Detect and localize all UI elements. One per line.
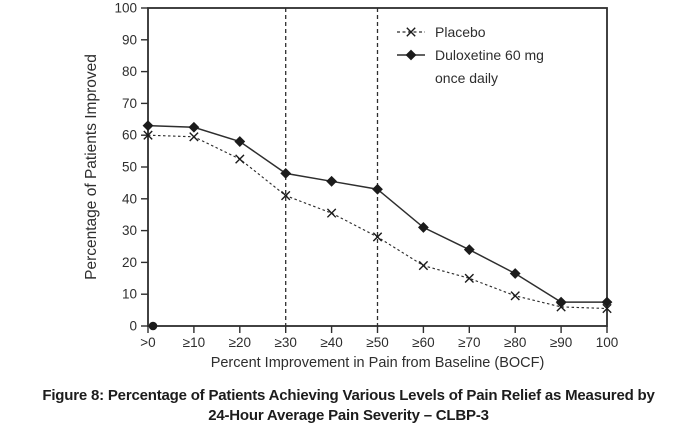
x-marker [281, 190, 291, 201]
pain-relief-line-chart: 0 10 20 30 40 50 60 70 80 90 100 >0 ≥10 ≥20 ≥30 ≥40 ≥50 ≥… [83, 1, 618, 372]
origin-marker [148, 321, 158, 331]
x-marker [143, 130, 153, 140]
x-tick-label: ≥20 [229, 335, 251, 350]
x-tick-label: ≥10 [183, 335, 205, 350]
x-tick-label: 100 [596, 335, 619, 350]
x-marker [372, 232, 383, 242]
x-marker [406, 27, 416, 37]
x-marker [189, 132, 199, 142]
diamond-marker [280, 167, 292, 179]
y-tick-label: 80 [122, 64, 137, 79]
y-axis-title: Percentage of Patients Improved [83, 54, 100, 280]
y-axis: 0 10 20 30 40 50 60 70 80 90 100 [114, 1, 148, 334]
y-tick-label: 50 [122, 160, 137, 175]
reference-lines [285, 8, 379, 326]
diamond-marker [326, 175, 337, 187]
x-marker [464, 273, 474, 283]
diamond-marker [509, 268, 521, 279]
y-tick-label: 40 [122, 191, 137, 206]
y-tick-label: 0 [129, 319, 137, 334]
x-tick-label: >0 [140, 335, 155, 350]
series-placebo [143, 130, 612, 314]
y-tick-label: 100 [114, 1, 137, 16]
diamond-marker [418, 222, 429, 233]
figure-caption-line1: Figure 8: Percentage of Patients Achievi… [42, 387, 655, 404]
diamond-marker [234, 136, 246, 147]
legend-label: Duloxetine 60 mg [435, 47, 544, 63]
diamond-marker [601, 296, 613, 308]
y-tick-label: 70 [122, 96, 137, 111]
diamond-marker [405, 49, 417, 61]
diamond-marker [188, 121, 200, 133]
x-tick-label: ≥80 [504, 335, 526, 350]
x-marker [418, 260, 429, 271]
x-marker [510, 291, 520, 301]
diamond-marker [142, 120, 154, 132]
y-tick-label: 30 [122, 223, 137, 238]
x-tick-label: ≥50 [366, 335, 388, 350]
x-marker [602, 303, 612, 314]
y-tick-label: 20 [122, 255, 137, 270]
legend-label: Placebo [435, 24, 486, 40]
x-tick-label: ≥30 [274, 335, 296, 350]
diamond-marker [463, 244, 475, 256]
x-axis: >0 ≥10 ≥20 ≥30 ≥40 ≥50 ≥60 ≥70 ≥80 ≥90 100 [140, 326, 618, 350]
diamond-marker [555, 296, 567, 308]
x-tick-label: ≥60 [412, 335, 434, 350]
legend-label: once daily [435, 70, 498, 86]
x-tick-label: ≥70 [458, 335, 480, 350]
x-marker [235, 154, 245, 164]
x-axis-title: Percent Improvement in Pain from Baselin… [211, 355, 545, 371]
x-tick-label: ≥90 [550, 335, 572, 350]
x-marker [326, 208, 337, 218]
x-tick-label: ≥40 [320, 335, 342, 350]
y-tick-label: 10 [122, 287, 137, 302]
y-tick-label: 90 [122, 32, 137, 47]
figure-caption: Figure 8: Percentage of Patients Achievi… [0, 386, 697, 426]
legend: Placebo Duloxetine 60 mg once daily [397, 24, 544, 86]
figure-caption-line2: 24-Hour Average Pain Severity – CLBP-3 [208, 407, 489, 424]
y-tick-label: 60 [122, 128, 137, 143]
